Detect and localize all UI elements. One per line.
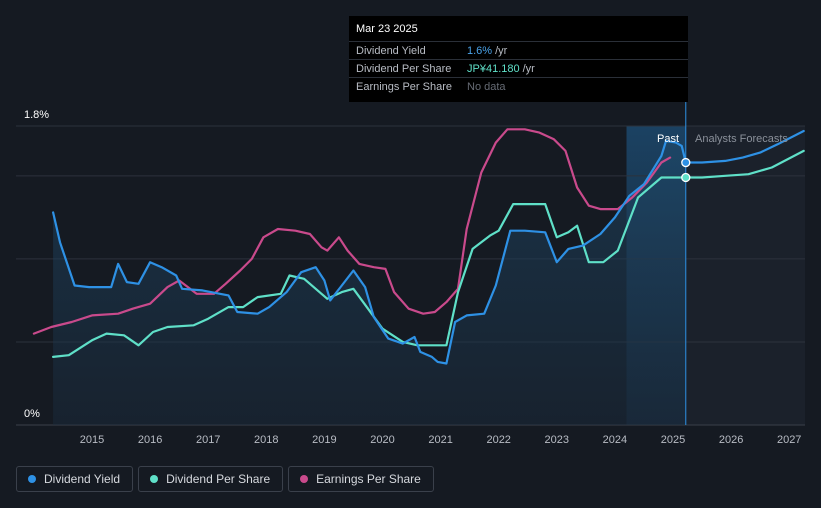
legend-label: Earnings Per Share bbox=[316, 472, 421, 486]
marker-dividend-yield bbox=[681, 157, 691, 168]
legend-label: Dividend Per Share bbox=[166, 472, 271, 486]
legend-item-dividend-yield[interactable]: Dividend Yield bbox=[16, 466, 134, 492]
x-axis-ticks: 2015 2016 2017 2018 2019 2020 2021 2022 2023 2024… bbox=[80, 434, 802, 446]
y-tick-label: 1.8% bbox=[24, 109, 49, 121]
series-line-dividend-per-share bbox=[52, 149, 805, 358]
tooltip-label: Dividend Per Share bbox=[356, 62, 452, 75]
tooltip-row-earnings-per-share: Earnings Per Share No data bbox=[349, 78, 688, 95]
analysts-forecasts-label: Analysts Forecasts bbox=[695, 133, 788, 145]
series-line-earnings-per-share bbox=[32, 128, 672, 335]
x-tick-label: 2018 bbox=[254, 434, 278, 446]
x-tick-label: 2024 bbox=[603, 434, 627, 446]
legend-dot-icon bbox=[300, 475, 309, 483]
tooltip-row-dividend-yield: Dividend Yield 1.6% /yr bbox=[349, 42, 688, 60]
y-axis-ticks: 1.8% 0% bbox=[24, 109, 49, 420]
tooltip-unit: /yr bbox=[522, 62, 535, 75]
legend-dot-icon bbox=[28, 475, 36, 483]
x-tick-label: 2021 bbox=[428, 434, 452, 446]
x-tick-label: 2015 bbox=[80, 434, 104, 446]
x-tick-label: 2026 bbox=[719, 434, 743, 446]
x-tick-label: 2027 bbox=[777, 434, 801, 446]
legend-dot-icon bbox=[150, 475, 159, 483]
marker-dividend-per-share bbox=[681, 172, 691, 183]
legend-item-earnings-per-share[interactable]: Earnings Per Share bbox=[288, 466, 434, 492]
tooltip-date: Mar 23 2025 bbox=[349, 23, 688, 42]
tooltip-value: JP¥41.180 bbox=[467, 62, 520, 75]
tooltip-label: Earnings Per Share bbox=[356, 80, 452, 93]
x-tick-label: 2023 bbox=[545, 434, 569, 446]
forecast-background bbox=[685, 126, 805, 425]
dividend-yield-area bbox=[53, 140, 686, 425]
tooltip-row-dividend-per-share: Dividend Per Share JP¥41.180 /yr bbox=[349, 60, 688, 78]
series-line-dividend-yield bbox=[52, 129, 805, 365]
x-tick-label: 2022 bbox=[486, 434, 510, 446]
x-tick-label: 2025 bbox=[661, 434, 685, 446]
current-markers bbox=[681, 157, 691, 183]
x-tick-label: 2019 bbox=[312, 434, 336, 446]
tooltip: Mar 23 2025 Dividend Yield 1.6% /yr Divi… bbox=[349, 16, 688, 102]
tooltip-value: 1.6% bbox=[467, 44, 493, 57]
legend-item-dividend-per-share[interactable]: Dividend Per Share bbox=[138, 466, 284, 492]
x-tick-label: 2020 bbox=[370, 434, 394, 446]
x-tick-label: 2017 bbox=[196, 434, 220, 446]
y-tick-label: 0% bbox=[24, 408, 40, 420]
series-lines bbox=[32, 128, 805, 365]
tooltip-value: No data bbox=[467, 80, 506, 93]
x-tick-label: 2016 bbox=[138, 434, 162, 446]
tooltip-label: Dividend Yield bbox=[356, 44, 426, 57]
tooltip-unit: /yr bbox=[495, 44, 508, 57]
legend-label: Dividend Yield bbox=[44, 472, 121, 486]
past-label: Past bbox=[657, 133, 679, 145]
legend: Dividend Yield Dividend Per Share Earnin… bbox=[16, 466, 434, 492]
